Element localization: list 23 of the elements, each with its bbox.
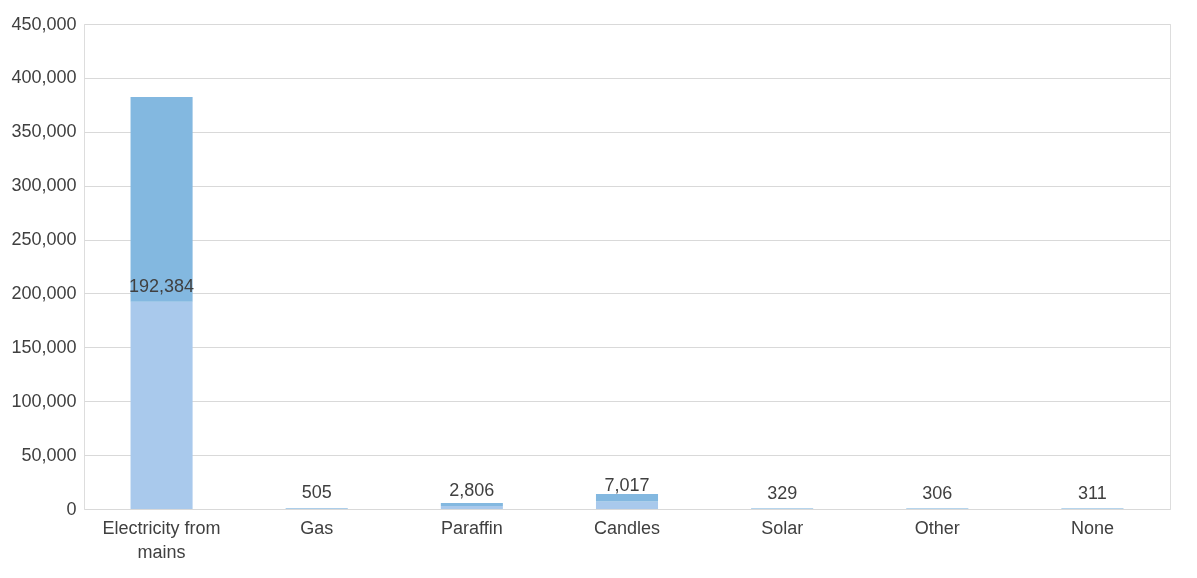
y-tick-label: 400,000 (11, 67, 77, 88)
y-tick-label: 200,000 (11, 282, 77, 303)
data-label: 7,017 (604, 475, 650, 496)
y-tick-label: 100,000 (11, 390, 77, 411)
y-tick-label: 350,000 (11, 121, 77, 142)
y-tick-label: 150,000 (11, 336, 77, 357)
x-tick-label: Other (914, 517, 960, 538)
y-tick-label: 0 (66, 498, 77, 519)
y-tick-label: 300,000 (11, 175, 77, 196)
x-tick-label: Candles (593, 517, 661, 538)
x-tick-label: Paraffin (441, 517, 503, 538)
y-tick-label: 450,000 (11, 13, 77, 34)
data-label: 2,806 (449, 479, 495, 500)
x-tick-label: None (1070, 517, 1114, 538)
data-label: 329 (767, 482, 798, 503)
x-tick-label: Electricity from mains (102, 517, 221, 562)
x-tick-label: Solar (761, 517, 804, 538)
data-label: 311 (1078, 482, 1107, 503)
y-tick-label: 250,000 (11, 229, 77, 250)
x-tick-label: Gas (300, 517, 334, 538)
data-label: 505 (301, 482, 332, 503)
y-tick-label: 50,000 (21, 444, 77, 465)
data-label: 306 (922, 482, 953, 503)
